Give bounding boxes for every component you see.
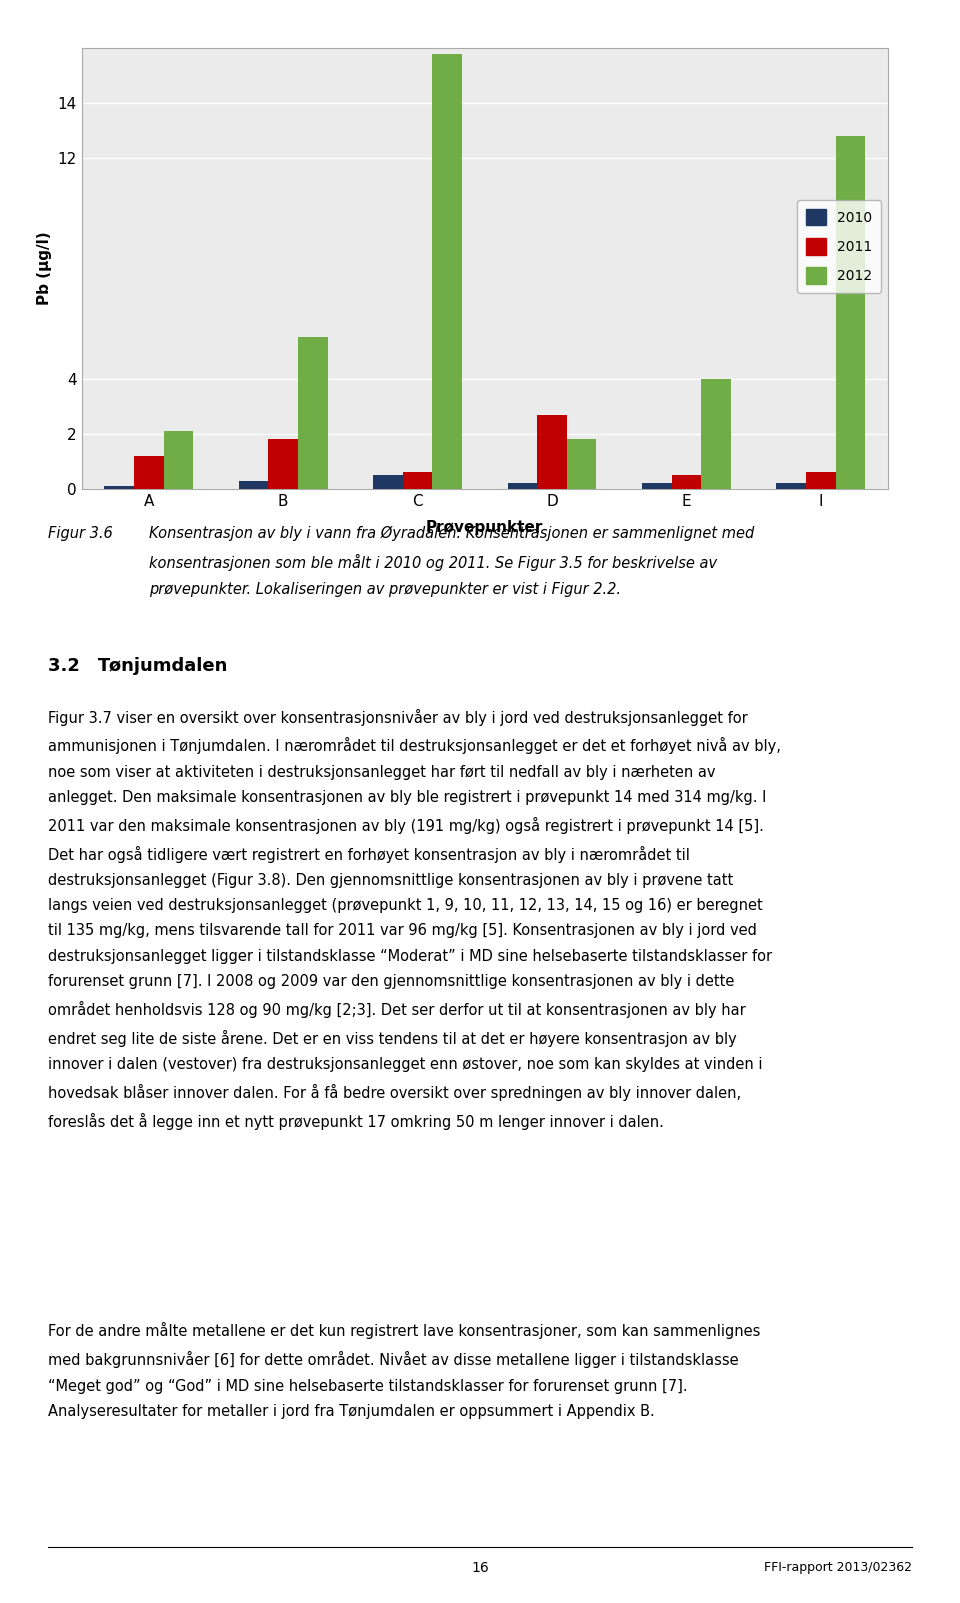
Text: For de andre målte metallene er det kun registrert lave konsentrasjoner, som kan: For de andre målte metallene er det kun …: [48, 1322, 760, 1419]
Y-axis label: Pb (µg/l): Pb (µg/l): [36, 232, 52, 305]
Legend: 2010, 2011, 2012: 2010, 2011, 2012: [797, 200, 881, 293]
Bar: [403, 473, 432, 489]
Bar: [642, 484, 672, 489]
Text: 3.2 Tønjumdalen: 3.2 Tønjumdalen: [48, 657, 228, 675]
Bar: [835, 136, 865, 489]
Bar: [269, 439, 298, 489]
X-axis label: Prøvepunkter: Prøvepunkter: [426, 519, 543, 535]
Bar: [806, 473, 835, 489]
Bar: [239, 481, 269, 489]
Bar: [777, 484, 806, 489]
Text: Konsentrasjon av bly i vann fra Øyradalen. Konsentrasjonen er sammenlignet med
k: Konsentrasjon av bly i vann fra Øyradale…: [149, 526, 754, 596]
Bar: [566, 439, 596, 489]
Bar: [373, 474, 403, 489]
Text: FFI-rapport 2013/02362: FFI-rapport 2013/02362: [764, 1561, 912, 1574]
Text: Figur 3.7 viser en oversikt over konsentrasjonsnivåer av bly i jord ved destruks: Figur 3.7 viser en oversikt over konsent…: [48, 709, 780, 1130]
Bar: [508, 484, 538, 489]
Bar: [701, 378, 731, 489]
Bar: [105, 486, 134, 489]
Bar: [298, 337, 327, 489]
Bar: [432, 53, 462, 489]
Bar: [672, 474, 701, 489]
Bar: [134, 455, 163, 489]
Bar: [538, 415, 566, 489]
Text: 16: 16: [471, 1561, 489, 1574]
Text: Figur 3.6: Figur 3.6: [48, 526, 112, 540]
Bar: [163, 431, 193, 489]
